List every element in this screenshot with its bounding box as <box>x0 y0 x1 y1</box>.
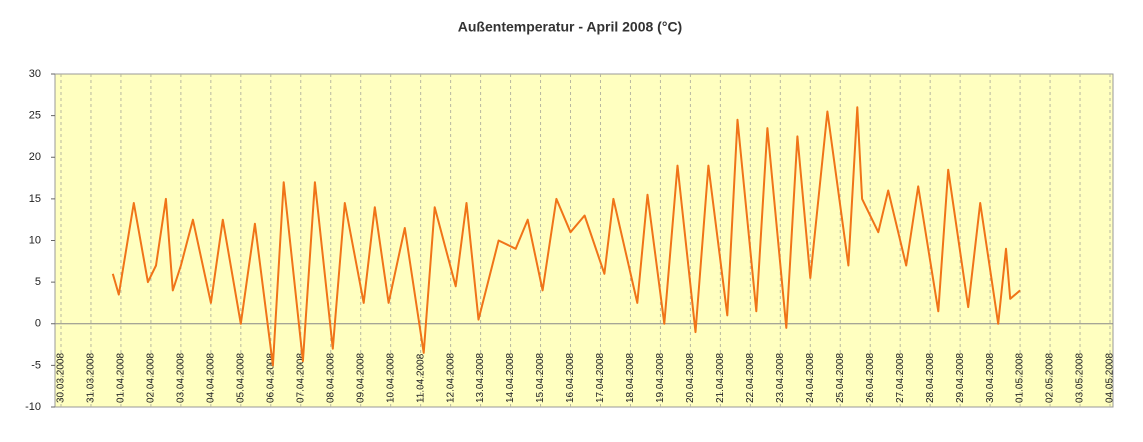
y-tick-label: -5 <box>31 359 41 371</box>
plot-area <box>54 73 1114 408</box>
y-tick-label: 10 <box>29 234 41 246</box>
x-tick-label: 29.04.2008 <box>955 353 966 403</box>
x-tick-label: 16.04.2008 <box>565 353 576 403</box>
x-tick-label: 31.03.2008 <box>86 353 97 403</box>
x-tick-label: 30.04.2008 <box>985 353 996 403</box>
x-tick-label: 09.04.2008 <box>355 353 366 403</box>
temperature-line <box>111 106 1021 367</box>
x-tick-label: 14.04.2008 <box>505 353 516 403</box>
x-tick-label: 28.04.2008 <box>925 353 936 403</box>
y-tick-label: 20 <box>29 151 41 163</box>
x-tick-label: 18.04.2008 <box>625 353 636 403</box>
chart-title: Außentemperatur - April 2008 (°C) <box>458 19 682 35</box>
x-tick-label: 04.04.2008 <box>205 353 216 403</box>
x-tick-label: 13.04.2008 <box>475 353 486 403</box>
x-tick-label: 05.04.2008 <box>235 353 246 403</box>
x-tick-label: 01.04.2008 <box>116 353 127 403</box>
x-tick-label: 01.05.2008 <box>1015 353 1026 403</box>
x-tick-label: 26.04.2008 <box>865 353 876 403</box>
x-tick-label: 08.04.2008 <box>325 353 336 403</box>
x-tick-label: 21.04.2008 <box>715 353 726 403</box>
x-tick-label: 20.04.2008 <box>685 353 696 403</box>
x-tick-label: 19.04.2008 <box>655 353 666 403</box>
x-tick-label: 27.04.2008 <box>895 353 906 403</box>
y-tick-label: 0 <box>35 318 41 330</box>
x-tick-label: 25.04.2008 <box>835 353 846 403</box>
x-tick-label: 10.04.2008 <box>385 353 396 403</box>
x-tick-label: 12.04.2008 <box>445 353 456 403</box>
x-tick-label: 23.04.2008 <box>775 353 786 403</box>
x-tick-label: 06.04.2008 <box>265 353 276 403</box>
x-tick-label: 02.04.2008 <box>146 353 157 403</box>
x-tick-label: 17.04.2008 <box>595 353 606 403</box>
y-tick-label: 25 <box>29 110 41 122</box>
x-tick-label: 11.04.2008 <box>415 353 426 403</box>
x-tick-label: 15.04.2008 <box>535 353 546 403</box>
x-tick-label: 30.03.2008 <box>56 353 67 403</box>
y-tick-label: 30 <box>29 68 41 80</box>
x-tick-label: 04.05.2008 <box>1105 353 1116 403</box>
x-tick-label: 24.04.2008 <box>805 353 816 403</box>
x-tick-label: 03.04.2008 <box>176 353 187 403</box>
x-tick-label: 07.04.2008 <box>295 353 306 403</box>
y-tick-label: 5 <box>35 276 41 288</box>
y-tick-label: -10 <box>25 401 41 413</box>
x-tick-label: 02.05.2008 <box>1045 353 1056 403</box>
x-tick-label: 22.04.2008 <box>745 353 756 403</box>
y-tick-label: 15 <box>29 193 41 205</box>
x-tick-label: 03.05.2008 <box>1075 353 1086 403</box>
